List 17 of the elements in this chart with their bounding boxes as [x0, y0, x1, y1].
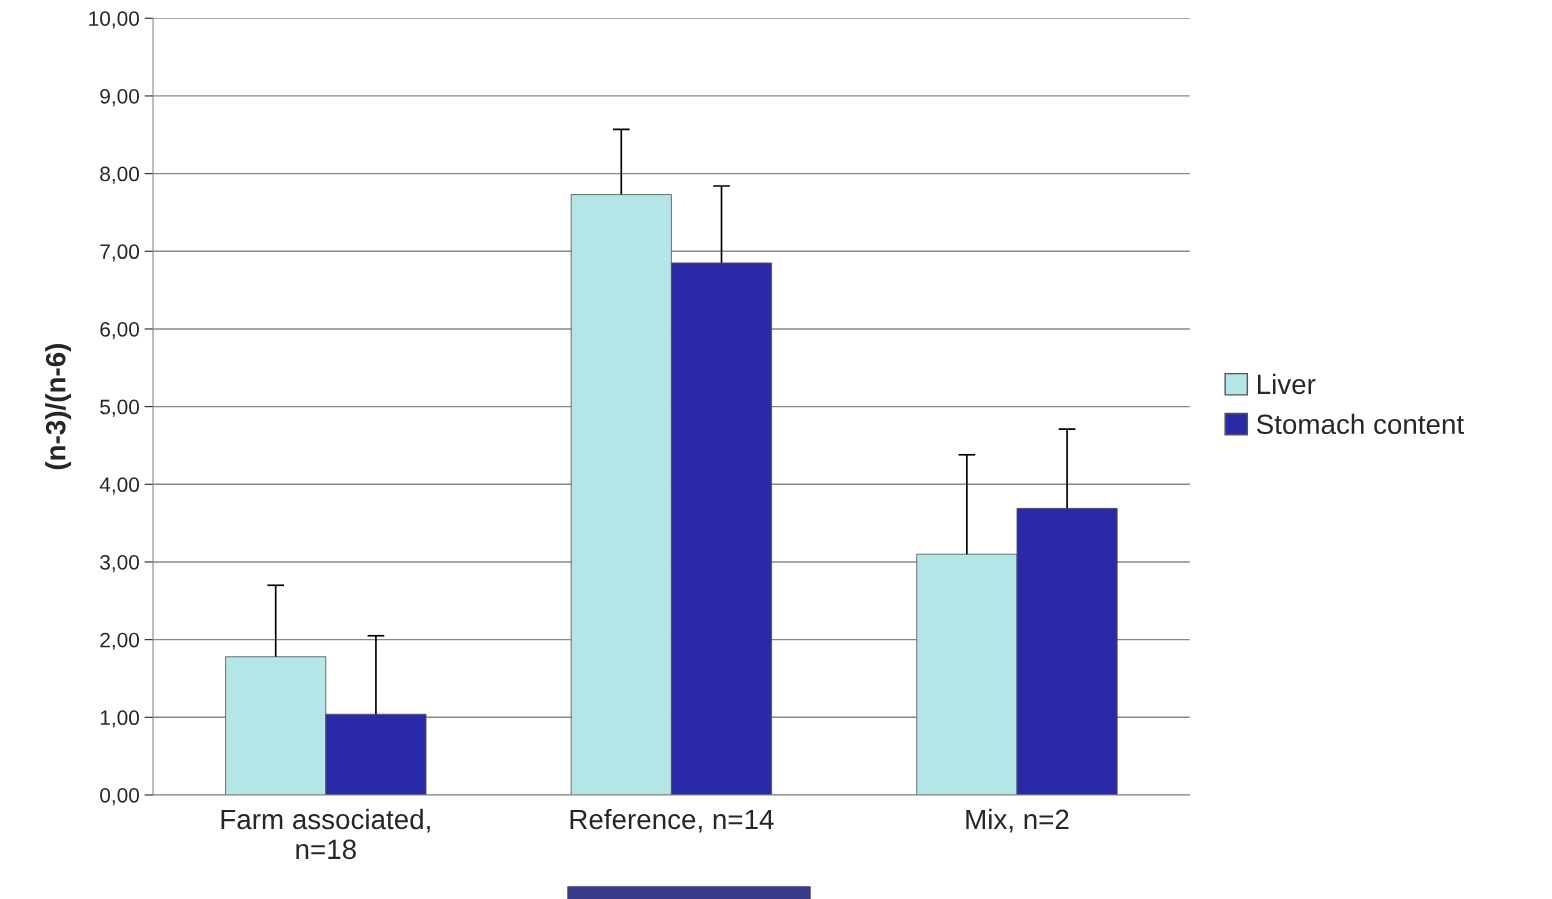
y-tick-label: 9,00: [100, 88, 140, 107]
legend-label: Liver: [1257, 373, 1316, 395]
y-tick-label: 3,00: [100, 554, 140, 573]
y-tick-label: 7,00: [100, 244, 140, 262]
y-tick-label: 6,00: [100, 321, 140, 340]
y-tick-label: 2,00: [100, 632, 140, 650]
y-tick-label: 0,00: [100, 787, 140, 806]
y-axis-title: (n-3)/(n-6): [45, 343, 72, 470]
legend-label: Stomach content: [1256, 413, 1464, 435]
y-tick-label: 8,00: [100, 166, 140, 184]
y-tick-label: 4,00: [99, 477, 140, 495]
x-tick-label: Mix, n=2: [966, 808, 1069, 833]
x-tick-label: Reference, n=14: [570, 808, 774, 833]
y-tick-label: 5,00: [100, 399, 140, 417]
y-tick-label: 10,00: [89, 11, 140, 29]
x-tick-label: Farm associated, n=18: [221, 808, 430, 860]
y-tick-label: 1,00: [100, 710, 140, 728]
